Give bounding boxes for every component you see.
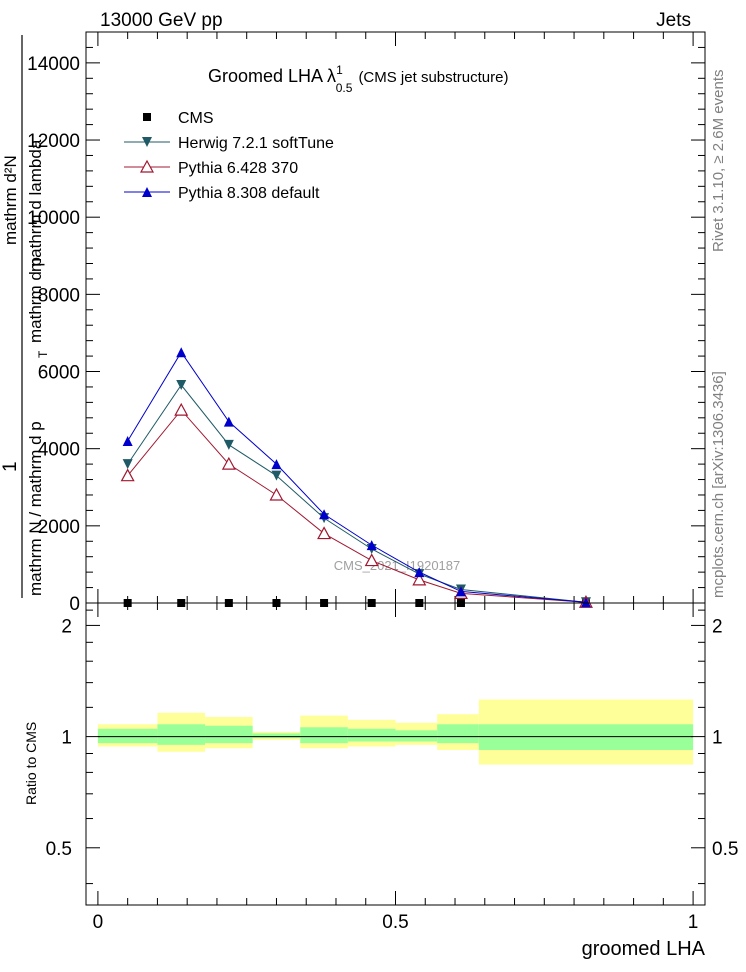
main-y-axis-label: 1 mathrm d²N mathrm N / mathrm d p T mat… — [0, 35, 50, 598]
ratio-y-tick-label-right: 2 — [712, 616, 723, 637]
plot-title-sub: 0.5 — [336, 81, 353, 95]
plot-title-sup: 1 — [336, 63, 343, 77]
ratio-inner-band — [205, 725, 253, 744]
ratio-y-tick-label: 1 — [61, 728, 72, 749]
series-point — [223, 416, 234, 427]
main-y-tick-label: 6000 — [38, 363, 80, 384]
main-y-tick-label: 8000 — [38, 285, 80, 306]
header-right: Jets — [656, 10, 691, 31]
ratio-inner-band — [437, 724, 479, 744]
series-point — [176, 380, 187, 391]
series-point — [364, 553, 379, 567]
mcplots-label: mcplots.cern.ch [arXiv:1306.3436] — [710, 371, 727, 598]
ylabel-den-left: mathrm N / mathrm d p — [26, 421, 45, 596]
ylabel-num-right: mathrm d²N — [1, 155, 20, 245]
ratio-x-ticks — [97, 603, 694, 905]
ratio-y-tick-label: 2 — [61, 616, 72, 637]
ratio-inner-band — [252, 733, 301, 739]
plot-title-suffix: (CMS jet substructure) — [358, 69, 508, 86]
series-point — [317, 526, 332, 540]
series-line — [127, 409, 586, 603]
series-point — [221, 456, 236, 470]
x-tick-label: 0.5 — [382, 912, 408, 933]
series-point — [366, 540, 377, 551]
main-plot: 0 2000 4000 6000 8000 10000 12000 14000 CMS_202… — [27, 31, 706, 615]
series-point — [174, 402, 189, 416]
series-point — [580, 597, 591, 608]
main-y-tick-label: 0 — [69, 594, 80, 615]
x-tick-label: 1 — [688, 912, 699, 933]
series-point — [412, 572, 427, 586]
ratio-y-tick-label-right: 0.5 — [712, 839, 738, 860]
series-point — [319, 509, 330, 520]
legend-marker — [142, 137, 152, 147]
watermark: CMS_2021_I1920187 — [334, 558, 461, 573]
main-y-tick-label: 2000 — [38, 517, 80, 538]
header-left: 13000 GeV pp — [100, 10, 223, 31]
ratio-frame — [85, 602, 706, 906]
ratio-y-tick-label-right: 1 — [712, 728, 723, 749]
rivet-label: Rivet 3.1.10, ≥ 2.6M events — [710, 70, 727, 253]
main-y-tick-labels: 0 2000 4000 6000 8000 10000 12000 14000 — [27, 54, 80, 615]
ratio-inner-band — [97, 728, 158, 744]
ratio-bands — [97, 699, 694, 765]
ratio-inner-band — [347, 728, 396, 742]
main-y-tick-label: 4000 — [38, 440, 80, 461]
ratio-inner-band — [395, 730, 438, 742]
ratio-x-tick-labels: 0 0.5 1 — [93, 912, 699, 933]
ylabel-den-sub: T — [36, 350, 50, 358]
series-point — [271, 470, 282, 481]
ratio-y-tick-labels: 0.5 0.5 1 1 2 2 — [46, 616, 739, 859]
series-point — [176, 347, 187, 358]
series-point — [120, 468, 135, 482]
legend-marker — [142, 187, 152, 197]
legend-marker — [139, 159, 155, 173]
ratio-plot: 0.5 0.51 12 2 0 0.5 1 Ratio to CMS groomed LH… — [23, 602, 739, 960]
series-point — [455, 586, 466, 597]
main-y-tick-label: 12000 — [27, 131, 80, 152]
ratio-y-tick-label: 0.5 — [46, 839, 72, 860]
series-point — [269, 487, 284, 501]
main-y-tick-label: 14000 — [27, 54, 80, 75]
ylabel-den-tail: mathrm d lambda — [26, 139, 45, 272]
ratio-inner-band — [300, 727, 348, 744]
ylabel-den-right: mathrm d p — [26, 257, 45, 343]
legend-label: Pythia 6.428 370 — [178, 160, 298, 177]
series-point — [122, 435, 133, 446]
plot-title-main: Groomed LHA λ — [208, 66, 336, 86]
legend-marker — [143, 113, 151, 121]
series-point — [271, 459, 282, 470]
ratio-inner-band — [478, 724, 694, 750]
legend-label: Pythia 8.308 default — [178, 185, 320, 202]
legend: CMS Herwig 7.2.1 softTune Pythia 6.428 370… — [124, 110, 334, 202]
ratio-y-ticks — [86, 609, 705, 885]
x-axis-label: groomed LHA — [582, 938, 706, 960]
ylabel-num-left: 1 — [0, 461, 21, 472]
plot-title: Groomed LHA λ1 0.5 (CMS jet substructure) — [208, 63, 508, 95]
series-point — [223, 439, 234, 450]
ratio-inner-band — [157, 724, 206, 745]
series-point — [414, 567, 425, 578]
series-point — [122, 459, 133, 470]
legend-label: Herwig 7.2.1 softTune — [178, 135, 334, 152]
legend-label: CMS — [178, 110, 214, 127]
x-tick-label: 0 — [93, 912, 104, 933]
main-y-tick-label: 10000 — [27, 208, 80, 229]
ratio-y-axis-label: Ratio to CMS — [23, 722, 39, 805]
main-x-ticks — [97, 32, 694, 603]
